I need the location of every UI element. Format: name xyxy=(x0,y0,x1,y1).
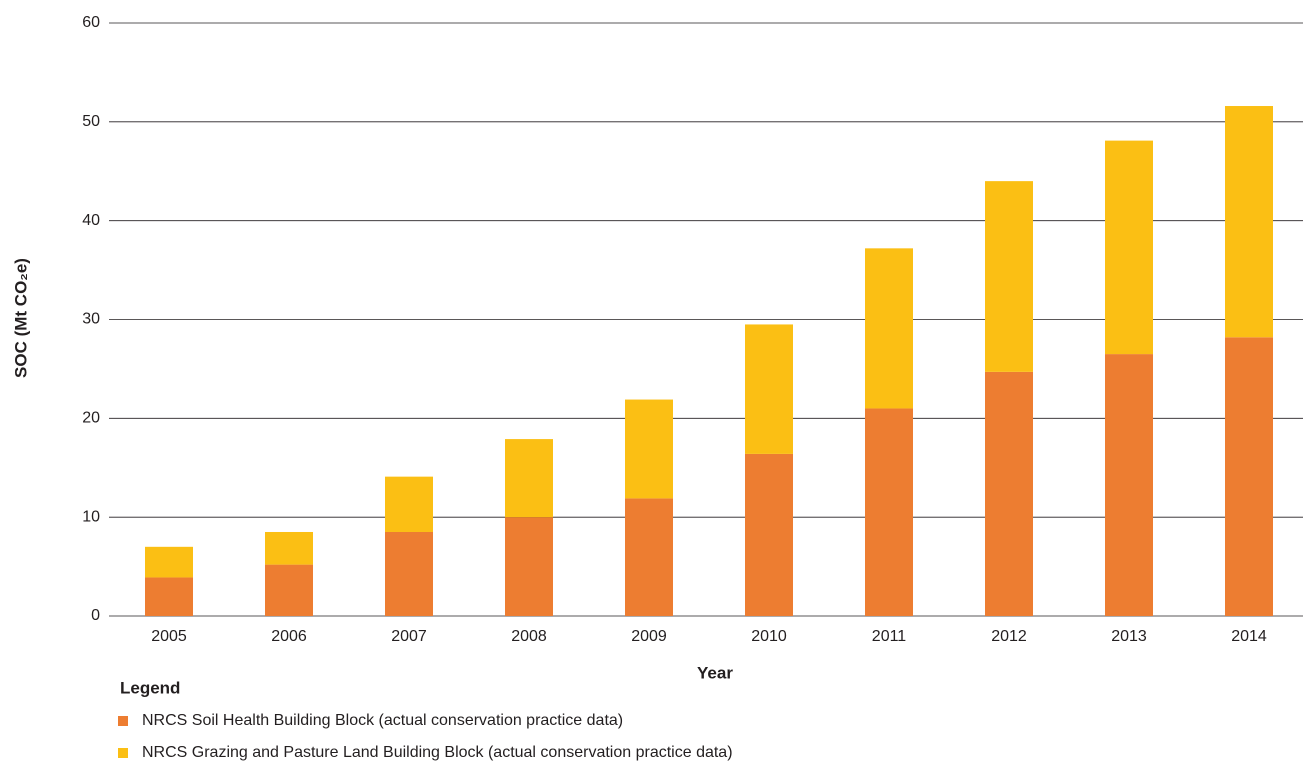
bar-segment xyxy=(745,453,793,616)
x-tick-label: 2007 xyxy=(391,628,427,645)
y-tick-label: 10 xyxy=(82,508,100,525)
x-tick-label: 2013 xyxy=(1111,628,1147,645)
bar-segment xyxy=(625,498,673,616)
x-tick-label: 2011 xyxy=(872,628,907,645)
y-tick-label: 50 xyxy=(82,113,100,130)
legend-label: NRCS Soil Health Building Block (actual … xyxy=(142,712,623,729)
y-axis-label: SOC (Mt CO₂e) xyxy=(11,258,30,378)
bar-segment xyxy=(145,577,193,616)
y-tick-label: 40 xyxy=(82,212,100,229)
y-tick-label: 30 xyxy=(82,311,100,328)
bar-segment xyxy=(1105,354,1153,616)
bar-segment xyxy=(505,517,553,616)
bar-segment xyxy=(985,181,1033,372)
bar-segment xyxy=(505,439,553,518)
y-tick-label: 0 xyxy=(91,607,100,624)
x-tick-label: 2009 xyxy=(631,628,667,645)
y-tick-label: 60 xyxy=(82,14,100,31)
bar-segment xyxy=(265,564,313,616)
legend-swatch xyxy=(118,748,128,758)
bar-segment xyxy=(1225,337,1273,616)
bar-segment xyxy=(385,476,433,532)
bar-segment xyxy=(385,531,433,616)
bar-segment xyxy=(625,399,673,499)
x-tick-label: 2010 xyxy=(751,628,787,645)
x-tick-label: 2014 xyxy=(1231,628,1267,645)
bar-segment xyxy=(145,546,193,578)
legend-swatch xyxy=(118,716,128,726)
x-axis-label: Year xyxy=(697,663,733,682)
bar-segment xyxy=(1105,140,1153,355)
x-tick-label: 2008 xyxy=(511,628,547,645)
bar-segment xyxy=(865,248,913,409)
bar-segment xyxy=(985,371,1033,616)
bar-segment xyxy=(745,324,793,454)
x-tick-label: 2012 xyxy=(991,628,1027,645)
x-tick-label: 2006 xyxy=(271,628,307,645)
bar-segment xyxy=(265,531,313,565)
bar-segment xyxy=(865,408,913,616)
legend-label: NRCS Grazing and Pasture Land Building B… xyxy=(142,744,733,761)
bar-segment xyxy=(1225,106,1273,338)
y-tick-label: 20 xyxy=(82,410,100,427)
x-tick-label: 2005 xyxy=(151,628,187,645)
legend-title: Legend xyxy=(120,678,180,697)
